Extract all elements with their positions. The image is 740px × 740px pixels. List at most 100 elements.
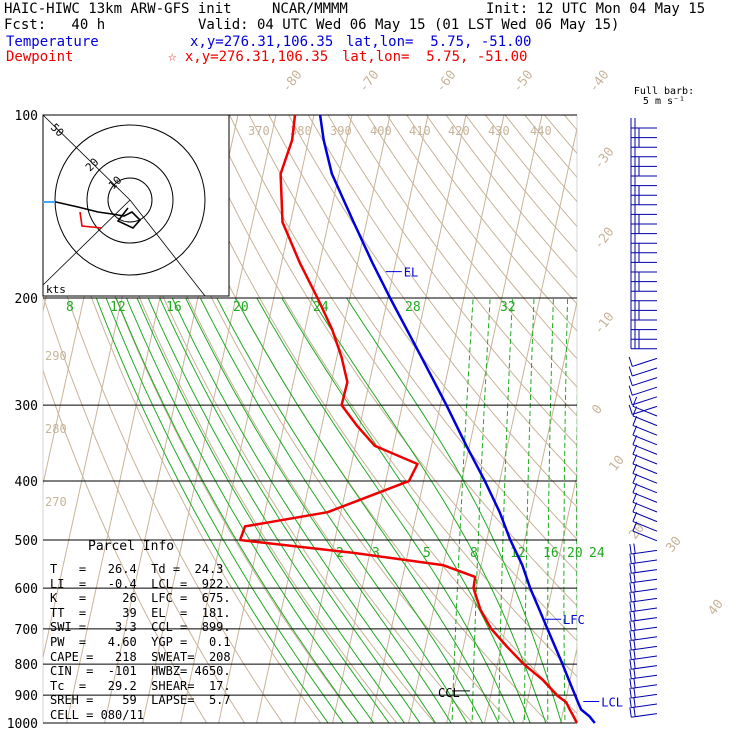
wind-barb-feather (629, 668, 632, 679)
wind-barb-staff (632, 357, 658, 367)
wind-barb (629, 677, 658, 689)
mixing-ratio-label: 8 (66, 300, 74, 315)
wind-barb-feather (632, 425, 638, 436)
wind-barb (629, 706, 658, 718)
wind-barb-feather (632, 464, 638, 474)
parcel-info-line: SWI = 3.3 CCL = 899. (50, 620, 231, 635)
parcel-info-title: Parcel Info (88, 539, 175, 554)
dry-adiabat-line (327, 115, 577, 447)
wind-barb-feather (633, 629, 636, 640)
wind-barb-feather (632, 396, 638, 407)
wind-barb (632, 492, 658, 513)
lcl-annotation-label: LCL (601, 696, 623, 710)
dry-adiabat-line (604, 115, 740, 736)
wind-barb-staff (632, 501, 658, 513)
temperature-legend: Temperature (6, 34, 99, 50)
theta-label: 370 (248, 124, 270, 138)
mixing-ratio-label: 16 (543, 546, 559, 561)
dry-adiabat-line (71, 115, 398, 723)
theta-label: 430 (488, 124, 510, 138)
dry-adiabat-line (91, 115, 436, 723)
isotherm-label: -70 (356, 68, 382, 96)
parcel-info-line: Tc = 29.2 SHEAR= 17. (50, 678, 231, 693)
pressure-tick-label: 300 (15, 399, 38, 414)
dry-adiabat-line (584, 115, 740, 736)
wind-barb-feather (632, 521, 638, 532)
moist-adiabat-line (199, 297, 468, 723)
wind-barb-feather (633, 668, 636, 679)
dry-adiabat-line (268, 115, 577, 540)
dry-adiabat-line (43, 294, 246, 723)
wind-barb-feather (629, 601, 632, 612)
hodograph-trace (43, 201, 142, 229)
wind-barb-feather (633, 620, 636, 631)
wind-barb (632, 435, 658, 455)
isotherm-line (0, 115, 10, 736)
wind-barb (629, 610, 658, 622)
wind-barb-feather (629, 544, 632, 555)
moist-adiabat-line (126, 297, 375, 723)
wind-barb (630, 204, 657, 215)
moist-adiabat-line (256, 297, 515, 723)
theta-label: 400 (370, 124, 392, 138)
pressure-tick-label: 1000 (7, 717, 38, 732)
moist-adiabat-line (136, 297, 390, 723)
wind-barb (629, 649, 658, 661)
wind-barbs (628, 118, 658, 718)
wind-barb (630, 156, 657, 167)
dry-adiabat-line (43, 368, 208, 723)
hodograph-ring (54, 124, 206, 276)
isotherm-label: -20 (591, 225, 617, 253)
dry-adiabat-line (170, 115, 577, 715)
wind-barb (632, 464, 658, 484)
wind-barb (630, 166, 657, 177)
wind-barb-feather (628, 356, 633, 367)
forecast-hour: Fcst: 40 h (4, 17, 106, 33)
pressure-tick-label: 100 (15, 109, 38, 124)
mixing-ratio-label: 12 (110, 300, 126, 315)
wind-barb-staff (632, 463, 658, 475)
pressure-tick-label: 700 (15, 623, 38, 638)
wind-barb (628, 395, 658, 406)
wind-barb-staff (631, 703, 658, 709)
isotherm-line (218, 115, 353, 723)
mixing-ratio-label: 3 (372, 546, 380, 561)
isotherm-label: -50 (510, 68, 536, 96)
wind-barb-staff (631, 559, 658, 565)
wind-barb-staff (632, 444, 658, 455)
temperature-latlon: lat,lon= 5.75, -51.00 (346, 34, 532, 50)
wind-barb (630, 310, 657, 321)
wind-barb-staff (631, 713, 658, 718)
isotherm-line (294, 115, 429, 723)
wind-barb (629, 697, 658, 709)
wind-barb-staff (631, 684, 658, 689)
wind-barb-staff (631, 636, 658, 641)
parcel-info-line: TT = 39 EL = 181. (50, 605, 231, 620)
dry-adiabat-line (51, 115, 360, 723)
wind-barb (629, 543, 658, 555)
dewpoint-legend: Dewpoint (6, 49, 74, 65)
wind-barb-staff (631, 674, 658, 680)
wind-barb-staff (632, 377, 658, 387)
mixing-ratio-line (595, 298, 600, 736)
wind-barb-feather (628, 385, 633, 396)
wind-barb-feather (629, 707, 632, 718)
wind-barb (629, 581, 658, 593)
wind-barb-feather (629, 572, 632, 583)
pressure-tick-label: 900 (15, 689, 38, 704)
dry-adiabat-line (524, 115, 577, 178)
wind-barb-feather (628, 375, 633, 386)
isotherm-label: 20 (626, 521, 647, 543)
moist-adiabat-line (310, 297, 547, 723)
wind-barb-feather (632, 483, 638, 493)
isotherm-line (484, 299, 577, 723)
wind-barb-staff (632, 492, 658, 503)
wind-barb (629, 553, 658, 565)
wind-barb (630, 300, 657, 311)
dry-adiabat-line (43, 221, 284, 723)
wind-barb-feather (633, 562, 636, 573)
isotherm-label: -60 (433, 68, 459, 96)
wind-barb-feather (633, 658, 636, 669)
mixing-ratio-line (603, 298, 609, 736)
